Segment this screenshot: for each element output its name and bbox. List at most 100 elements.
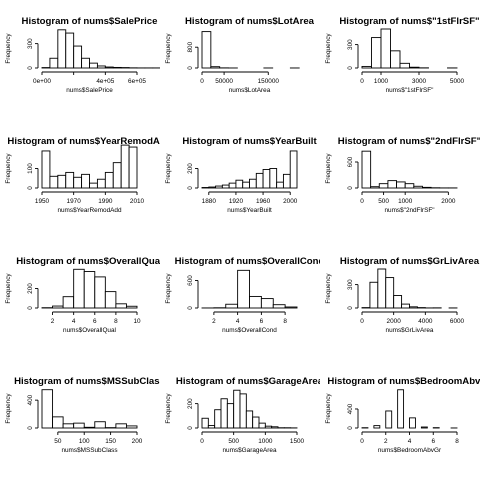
y-tick-label: 600: [347, 156, 354, 167]
chart-title: Histogram of nums$"1stFlrSF": [339, 16, 479, 27]
chart-title: Histogram of nums$GrLivArea: [340, 256, 480, 267]
y-tick-label: 0: [187, 66, 194, 70]
histogram-bar: [262, 169, 271, 189]
y-axis-label: Frequency: [5, 393, 12, 424]
y-axis-label: Frequency: [165, 273, 172, 304]
histogram-bar: [221, 184, 230, 189]
histogram-nums-mssubclass: Histogram of nums$MSSubClass 50 100 150 200 0…: [5, 376, 160, 454]
histogram-bar: [62, 296, 75, 309]
y-axis-label: Frequency: [325, 393, 332, 424]
chart-title: Histogram of nums$OverallCond: [175, 256, 325, 267]
histogram-bar: [422, 186, 432, 189]
histogram-bar: [65, 171, 75, 189]
histogram-bar: [289, 150, 298, 189]
histogram-bar: [49, 57, 59, 69]
x-tick-label: 2000: [283, 198, 298, 205]
histogram-bar: [57, 29, 67, 69]
histogram-bar: [249, 178, 257, 189]
histogram-bar: [214, 409, 222, 429]
y-axis-label: Frequency: [325, 273, 332, 304]
histogram-bar: [255, 172, 264, 189]
x-tick-label: 4: [408, 438, 412, 445]
histogram-bar: [81, 57, 90, 69]
histogram-nums-overallcond: Histogram of nums$OverallCond 2 4 6 8 0 600 num…: [165, 256, 325, 334]
x-axis-label: nums$SalePrice: [66, 87, 113, 94]
histogram-bar: [413, 185, 423, 189]
x-axis-label: nums$"2ndFlrSF": [385, 207, 435, 214]
histogram-bar: [385, 277, 395, 309]
histogram-bar: [401, 303, 410, 309]
y-tick-label: 0: [347, 66, 354, 70]
x-axis-label: nums$OverallCond: [222, 327, 277, 334]
histogram-bar: [73, 268, 85, 309]
y-tick-label: 0: [27, 426, 34, 430]
y-tick-label: 300: [27, 38, 34, 49]
histogram-bar: [393, 295, 403, 309]
y-tick-label: 200: [27, 283, 34, 294]
x-tick-label: 6: [260, 318, 264, 325]
x-tick-label: 1970: [67, 198, 82, 205]
histogram-bar: [361, 65, 372, 69]
histogram-bar: [41, 389, 54, 429]
chart-title: Histogram of nums$YearRemodAdd: [7, 136, 171, 147]
y-axis-label: Frequency: [325, 33, 332, 64]
y-tick-label: 0: [347, 186, 354, 190]
histogram-nums-yearremodadd: Histogram of nums$YearRemodAdd 1950 1970 19…: [5, 136, 171, 214]
y-tick-label: 0: [347, 306, 354, 310]
histogram-bar: [228, 182, 237, 189]
x-tick-label: 150: [105, 438, 116, 445]
chart-title: Histogram of nums$"2ndFlrSF": [338, 136, 480, 147]
histogram-bar: [62, 423, 75, 429]
y-axis-label: Frequency: [5, 153, 12, 184]
x-tick-label: 10: [133, 318, 141, 325]
x-tick-label: 0: [360, 318, 364, 325]
histogram-bar: [387, 180, 398, 189]
y-tick-label: 200: [187, 163, 194, 174]
histogram-bar: [271, 426, 279, 429]
histogram-bar: [396, 181, 406, 189]
histogram-bar: [399, 62, 410, 69]
x-tick-label: 4e+05: [96, 78, 114, 85]
histogram-bar: [239, 393, 247, 429]
histogram-bar: [210, 66, 221, 69]
histogram-nums-garagearea: Histogram of nums$GarageArea 0 500 1000 1500…: [165, 376, 320, 454]
x-tick-label: 50: [54, 438, 62, 445]
histogram-bar: [390, 50, 401, 69]
y-tick-label: 0: [187, 186, 194, 190]
histogram-bar: [128, 146, 138, 189]
y-tick-label: 0: [27, 186, 34, 190]
histogram-bar: [89, 182, 98, 189]
histogram-nums-yearbuilt: Histogram of nums$YearBuilt 1880 1920 1960 2…: [165, 136, 317, 214]
x-tick-label: 200: [132, 438, 143, 445]
x-tick-label: 0: [200, 438, 204, 445]
x-tick-label: 6e+05: [128, 78, 146, 85]
x-tick-label: 500: [378, 198, 389, 205]
y-tick-label: 300: [347, 279, 354, 290]
histogram-bar: [96, 178, 106, 189]
histogram-bar: [89, 62, 98, 69]
y-tick-label: 0: [347, 426, 354, 430]
histogram-bar: [252, 416, 260, 429]
x-tick-label: 6000: [450, 318, 465, 325]
histogram-bar: [41, 150, 51, 189]
x-tick-label: 1000: [398, 198, 413, 205]
x-tick-label: 8: [455, 438, 459, 445]
histogram-bar: [120, 144, 130, 189]
histogram-bar: [385, 410, 393, 429]
histogram-bar: [115, 303, 127, 309]
chart-title: Histogram of nums$OverallQual: [16, 256, 163, 267]
x-tick-label: 1880: [202, 198, 217, 205]
histogram-bar: [409, 66, 420, 69]
histogram-bar: [249, 295, 262, 309]
x-axis-label: nums$MSSubClass: [61, 447, 117, 454]
histogram-bar: [220, 398, 228, 429]
histogram-bar: [397, 389, 405, 429]
histogram-nums-lotarea: Histogram of nums$LotArea 0 50000 150000 0 80…: [165, 16, 315, 94]
histogram-bar: [201, 31, 212, 69]
y-tick-label: 800: [187, 41, 194, 52]
histogram-bar: [276, 181, 284, 189]
histogram-bar: [242, 181, 250, 189]
x-tick-label: 4: [236, 318, 240, 325]
x-axis-label: nums$GarageArea: [223, 447, 277, 454]
chart-title: Histogram of nums$LotArea: [185, 16, 315, 27]
